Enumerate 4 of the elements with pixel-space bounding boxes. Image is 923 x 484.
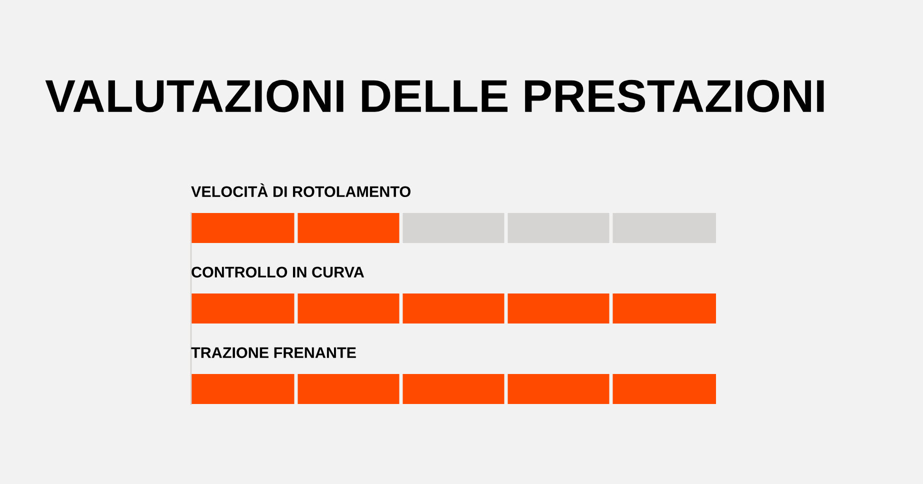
y-tick-label: TRAZIONE FRENANTE [191,347,356,358]
chart-title: VALUTAZIONI DELLE PRESTAZIONI [45,80,824,112]
y-tick-label: CONTROLLO IN CURVA [192,266,364,278]
y-tick-label: VELOCITÀ DI ROTOLAMENTO [191,183,410,198]
